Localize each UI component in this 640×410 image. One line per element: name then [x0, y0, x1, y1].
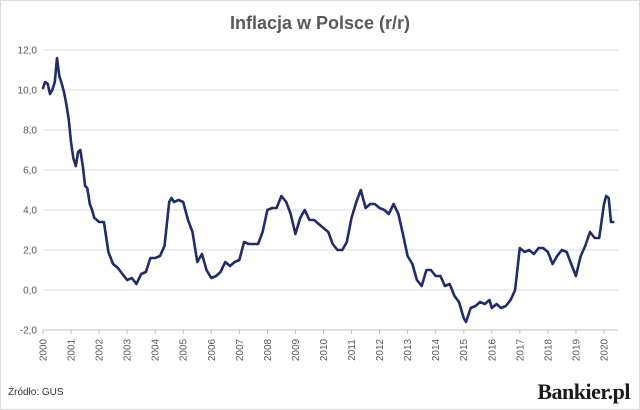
- x-tick-label: 2012: [375, 338, 386, 361]
- x-tick-label: 2017: [515, 338, 526, 361]
- x-tick-label: 2013: [403, 338, 414, 361]
- y-tick-label: 10,0: [18, 86, 38, 97]
- x-tick-label: 2018: [543, 338, 554, 361]
- x-tick-label: 2010: [319, 338, 330, 361]
- y-tick-label: 12,0: [18, 46, 38, 57]
- chart-title: Inflacja w Polsce (r/r): [229, 13, 411, 33]
- x-tick-label: 2005: [179, 338, 190, 361]
- x-tick-label: 2003: [123, 338, 134, 361]
- x-tick-label: 2020: [599, 338, 610, 361]
- y-axis-ticks: 12,0 10,0 8,0 6,0 4,0 2,0 0,0 -2,0: [18, 46, 38, 337]
- x-tick-label: 2008: [263, 338, 274, 361]
- x-tick-label: 2007: [235, 338, 246, 361]
- x-tick-label: 2014: [431, 338, 442, 361]
- x-tick-label: 2000: [39, 338, 50, 361]
- x-tick-label: 2019: [571, 338, 582, 361]
- y-tick-label: -2,0: [20, 326, 38, 337]
- y-tick-label: 4,0: [23, 206, 37, 217]
- y-tick-label: 6,0: [23, 166, 37, 177]
- x-tick-label: 2016: [487, 338, 498, 361]
- x-tick-label: 2009: [291, 338, 302, 361]
- y-tick-label: 2,0: [23, 246, 37, 257]
- brand-logo: Bankier.pl: [537, 379, 630, 404]
- x-tick-label: 2002: [95, 338, 106, 361]
- y-tick-label: 0,0: [23, 286, 37, 297]
- x-tick-label: 2004: [151, 338, 162, 361]
- x-tick-label: 2006: [207, 338, 218, 361]
- source-note: Źródło: GUS: [8, 387, 64, 398]
- inflation-line: [41, 56, 615, 324]
- grid-lines: [43, 49, 618, 331]
- x-axis-ticks: 2000 2001 2002 2003 2004 2005 2006 2007 2008 2009…: [39, 330, 610, 361]
- x-tick-label: 2015: [459, 338, 470, 361]
- x-tick-label: 2011: [347, 339, 358, 361]
- x-tick-label: 2001: [67, 338, 78, 361]
- y-tick-label: 8,0: [23, 126, 37, 137]
